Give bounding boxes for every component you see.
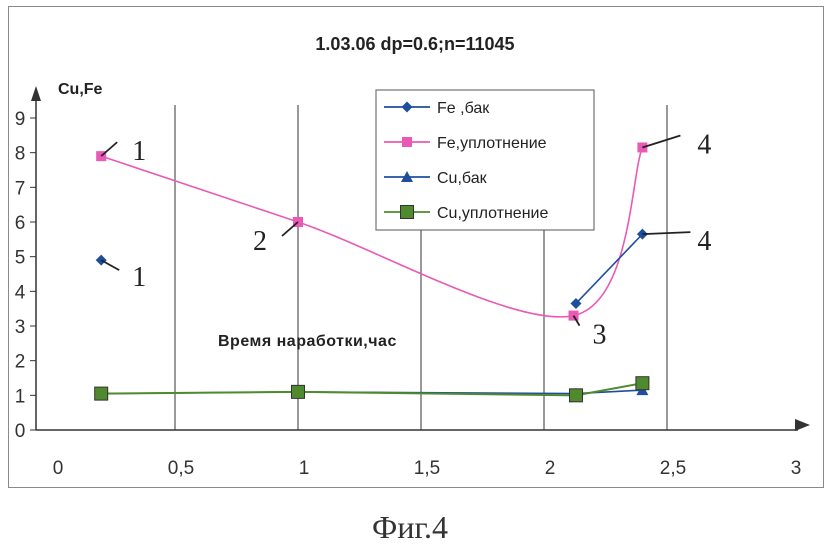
figure-caption: Фиг.4: [372, 509, 448, 545]
annotation-label: 4: [697, 129, 711, 160]
y-tick-label: 0: [15, 421, 26, 442]
y-tick-label: 9: [15, 109, 26, 130]
y-tick-label: 1: [15, 386, 26, 407]
annotation-leader: [101, 260, 119, 270]
x-tick-label: 1,5: [414, 458, 440, 479]
annotation-leader: [101, 142, 117, 156]
y-tick-label: 2: [15, 352, 26, 373]
y-axis-arrow: [31, 86, 41, 101]
annotation-label: 2: [253, 226, 267, 257]
x-tick-label: 3: [791, 458, 802, 479]
data-point: [636, 377, 649, 390]
data-point: [95, 387, 108, 400]
data-point: [292, 385, 305, 398]
x-tick-label: 2: [545, 458, 556, 479]
x-tick-label: 2,5: [660, 458, 686, 479]
x-tick-label: 0,5: [168, 458, 194, 479]
annotation-label: 1: [132, 262, 146, 293]
legend-marker: [402, 137, 412, 147]
y-tick-label: 7: [15, 178, 26, 199]
legend-marker: [401, 206, 414, 219]
y-tick-label: 8: [15, 144, 26, 165]
legend-label: Fe,уплотнение: [437, 135, 547, 152]
y-tick-label: 6: [15, 213, 26, 234]
y-tick-label: 3: [15, 317, 26, 338]
x-tick-label: 0: [53, 458, 64, 479]
x-axis-arrow: [795, 419, 810, 431]
y-tick-label: 5: [15, 248, 26, 269]
x-axis-label: Время наработки,час: [218, 333, 397, 350]
series-line: [576, 234, 642, 303]
y-tick-label: 4: [15, 282, 26, 303]
legend-label: Fe ,бак: [437, 100, 490, 117]
chart-title: 1.03.06 dp=0.6;n=11045: [315, 34, 514, 54]
annotation-label: 3: [593, 320, 607, 351]
annotation-label: 4: [697, 226, 711, 257]
annotation-leader: [642, 135, 680, 147]
annotation-leader: [642, 232, 690, 234]
x-tick-label: 1: [299, 458, 310, 479]
legend-label: Cu,уплотнение: [437, 205, 548, 222]
data-point: [569, 389, 582, 402]
legend: Fe ,бак Fe,уплотнение Cu,бак Cu,уплотнение: [376, 90, 594, 230]
legend-label: Cu,бак: [437, 170, 488, 187]
annotation-leader: [282, 222, 298, 236]
y-axis-label: Cu,Fe: [58, 81, 103, 98]
annotation-label: 1: [132, 136, 146, 167]
